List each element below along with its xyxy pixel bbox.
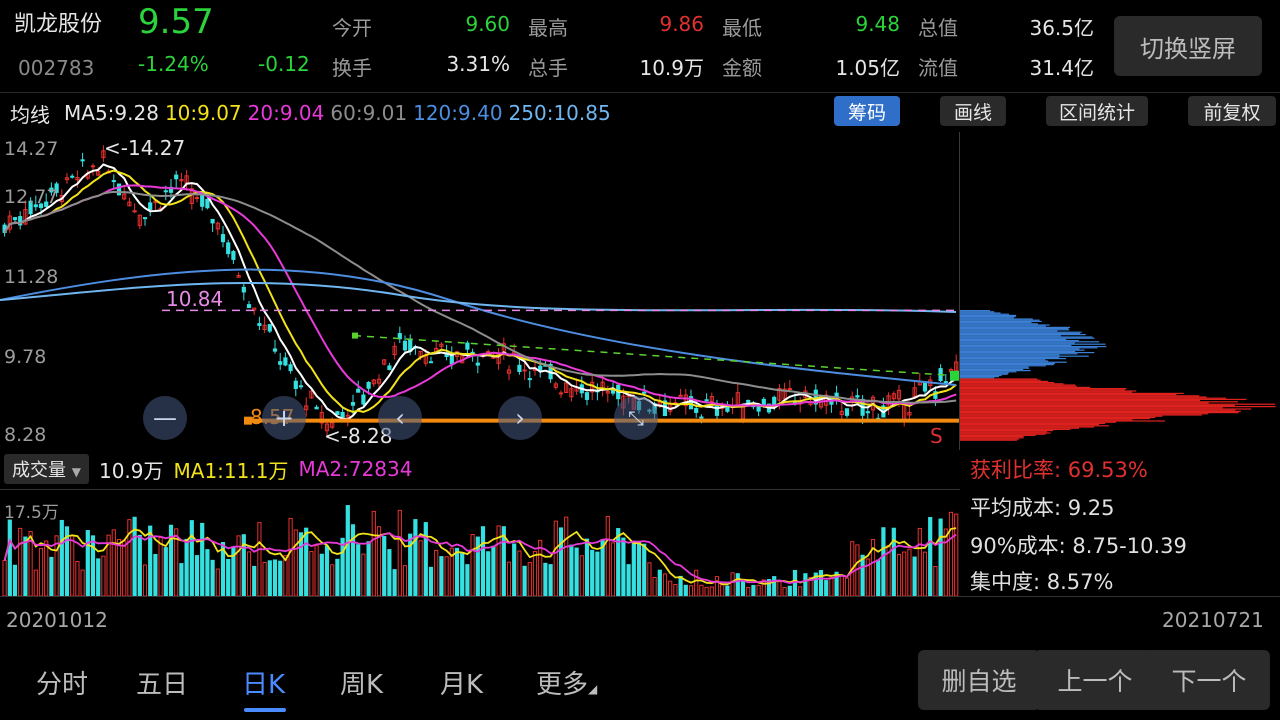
draw-line-button[interactable]: 画线 (940, 96, 1006, 126)
interval-stats-button[interactable]: 区间统计 (1046, 96, 1148, 126)
quote-label-open: 今开 (332, 16, 372, 40)
volume-bottom-divider (0, 596, 1280, 597)
quote-value-low: 9.48 (855, 12, 900, 36)
tab-intraday[interactable]: 分时 (36, 670, 89, 700)
profit-ratio: 获利比率: 69.53% (970, 458, 1148, 482)
kline-candles (2, 145, 959, 436)
next-stock-button[interactable]: 下一个 (1148, 650, 1270, 710)
ma250-value: 250:10.85 (508, 101, 611, 125)
average-cost: 平均成本: 9.25 (970, 496, 1115, 520)
ma-legend: 均线 MA5:9.28 10:9.07 20:9.04 60:9.01 120:… (10, 98, 611, 128)
chips-button[interactable]: 筹码 (834, 96, 900, 126)
volume-top-divider (0, 489, 960, 490)
chevron-right-icon: › (515, 404, 525, 432)
quote-label-float-value: 流值 (918, 56, 958, 80)
y-tick-1427: 14.27 (4, 138, 59, 160)
stock-code: 002783 (18, 56, 95, 80)
kline-annotation-lines (162, 309, 960, 425)
volume-indicator-select[interactable]: 成交量 ▼ (4, 454, 89, 484)
volume-indicator-label: 成交量 (12, 460, 66, 481)
corner-triangle-icon: ◢ (588, 682, 598, 696)
volume-ma-lines (3, 527, 957, 586)
quote-label-total-value: 总值 (918, 16, 958, 40)
quote-label-amount: 金额 (722, 56, 762, 80)
volume-ma1: MA1:11.1万 (173, 458, 289, 483)
header-divider (0, 92, 1280, 93)
tab-weekly-k[interactable]: 周K (340, 670, 384, 700)
volume-chart[interactable] (0, 490, 960, 596)
quote-value-high: 9.86 (659, 12, 704, 36)
high-marker-label: <-14.27 (104, 136, 186, 160)
y-tick-1128: 11.28 (4, 266, 59, 288)
chevron-left-icon: ‹ (395, 404, 405, 432)
y-tick-828: 8.28 (4, 424, 47, 446)
kline-ma-lines (0, 163, 957, 421)
plus-icon: + (273, 404, 295, 432)
restore-view-button[interactable]: ⤡ (614, 396, 658, 440)
volume-value: 10.9万 (98, 458, 164, 483)
volume-legend: 成交量 ▼ 10.9万 MA1:11.1万 MA2:72834 (4, 454, 412, 484)
change-percent: -1.24% (138, 52, 209, 76)
tab-more-label: 更多 (536, 670, 589, 700)
tab-more[interactable]: 更多◢ (536, 664, 597, 701)
zoom-in-button[interactable]: + (262, 396, 306, 440)
tab-daily-k[interactable]: 日K (242, 670, 286, 700)
previous-stock-button[interactable]: 上一个 (1034, 650, 1156, 710)
caret-down-icon: ▼ (71, 465, 81, 479)
quote-value-open: 9.60 (465, 12, 510, 36)
ma-title: 均线 (10, 102, 50, 127)
ma60-value: 60:9.01 (330, 101, 408, 125)
quote-label-turnover: 换手 (332, 56, 372, 80)
chip-bars (960, 310, 1276, 441)
chart-divider (959, 132, 960, 450)
change-amount: -0.12 (258, 52, 310, 76)
collapse-icon: ⤡ (628, 406, 644, 430)
stock-name: 凯龙股份 (14, 12, 103, 37)
quote-value-total-value: 36.5亿 (1029, 16, 1094, 40)
current-price: 9.57 (138, 2, 214, 42)
ma5-value: MA5:9.28 (64, 101, 159, 125)
cost-90: 90%成本: 8.75-10.39 (970, 534, 1187, 558)
tab-monthly-k[interactable]: 月K (440, 670, 484, 700)
quote-value-volume: 10.9万 (639, 56, 704, 80)
ma120-value: 120:9.40 (413, 101, 503, 125)
zoom-out-button[interactable]: — (143, 396, 187, 440)
quote-value-amount: 1.05亿 (835, 56, 900, 80)
y-tick-1277: 12.77 (4, 186, 59, 208)
concentration: 集中度: 8.57% (970, 570, 1114, 594)
tab-five-day[interactable]: 五日 (136, 670, 189, 700)
level-1084-label: 10.84 (166, 287, 224, 311)
kline-chart[interactable] (0, 130, 960, 448)
y-tick-978: 9.78 (4, 346, 47, 368)
ma10-value: 10:9.07 (164, 101, 242, 125)
minus-icon: — (153, 404, 177, 432)
scroll-right-button[interactable]: › (498, 396, 542, 440)
forward-adjust-button[interactable]: 前复权 (1188, 96, 1276, 126)
volume-bars (2, 505, 959, 596)
quote-label-high: 最高 (528, 16, 568, 40)
end-date: 20210721 (1162, 608, 1264, 632)
switch-portrait-button[interactable]: 切换竖屏 (1114, 16, 1262, 76)
quote-value-turnover: 3.31% (446, 52, 510, 76)
scroll-left-button[interactable]: ‹ (378, 396, 422, 440)
quote-label-volume: 总手 (528, 56, 568, 80)
chip-distribution (960, 310, 1276, 441)
active-tab-indicator (244, 708, 286, 712)
quote-value-float-value: 31.4亿 (1029, 56, 1094, 80)
ma20-value: 20:9.04 (247, 101, 325, 125)
remove-watchlist-button[interactable]: 删自选 (918, 650, 1040, 710)
sell-marker: S (930, 424, 943, 448)
quote-label-low: 最低 (722, 16, 762, 40)
volume-y-tick: 17.5万 (4, 503, 59, 523)
start-date: 20201012 (6, 608, 108, 632)
volume-ma2: MA2:72834 (298, 457, 413, 481)
